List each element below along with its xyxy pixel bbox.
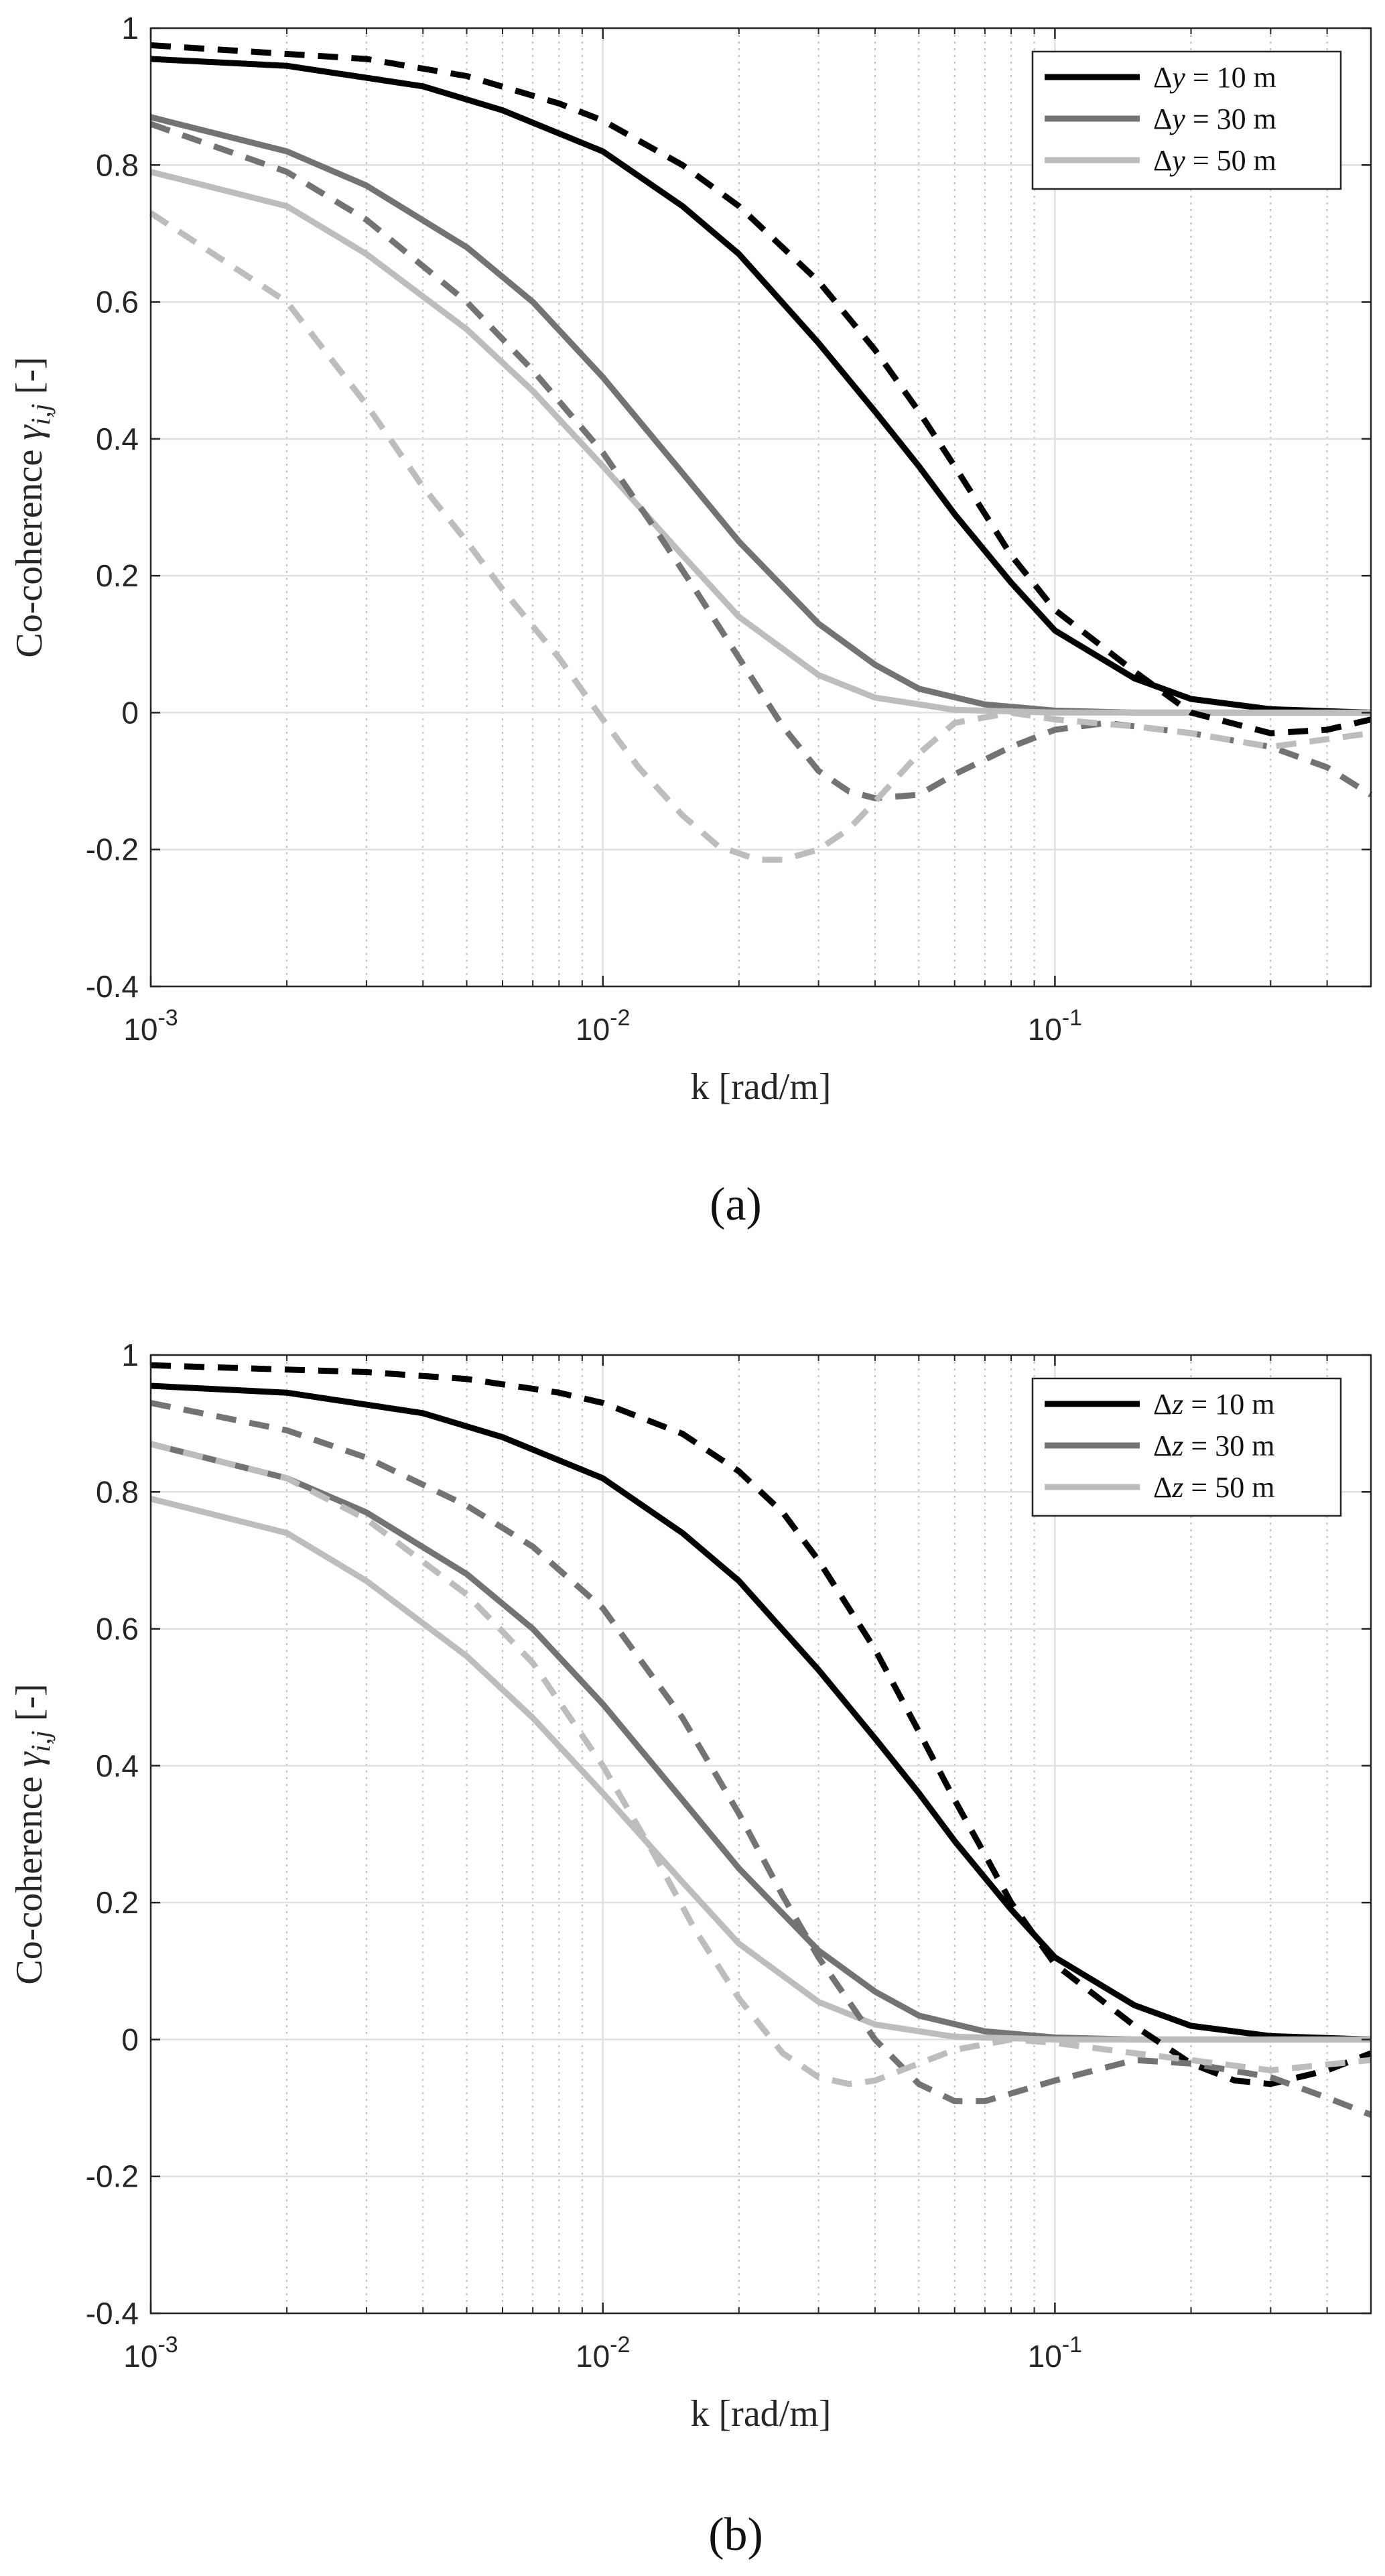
legend: Δz = 10 m Δz = 30 m Δz = 50 m xyxy=(1031,1377,1342,1517)
x-axis-label: k [rad/m] xyxy=(691,2393,832,2435)
legend-label: Δy = 10 m xyxy=(1153,61,1276,94)
y-tick-label: 1 xyxy=(121,1338,139,1372)
legend: Δy = 10 m Δy = 30 m Δy = 50 m xyxy=(1031,50,1342,190)
y-tick-label: -0.4 xyxy=(86,969,139,1004)
y-tick-label: 0.8 xyxy=(96,147,139,182)
y-tick-label: 0 xyxy=(121,695,139,730)
y-tick-label: -0.2 xyxy=(86,2159,139,2194)
series-line-solid-3 xyxy=(149,169,1371,716)
legend-label: Δz = 30 m xyxy=(1153,1429,1274,1462)
ticks: 1 0.8 0.6 0.4 0.2 0 -0.2 -0.410-3 10-2 10-1 xyxy=(86,1338,1372,2374)
legend-label: Δz = 10 m xyxy=(1153,1388,1274,1421)
axes-box xyxy=(149,27,1372,988)
ticks: 1 0.8 0.6 0.4 0.2 0 -0.2 -0.410-3 10-2 10-1 xyxy=(86,11,1372,1047)
y-axis-label: Co-coherence γi,j [-] xyxy=(9,357,56,657)
legend-label: Δz = 50 m xyxy=(1153,1471,1274,1504)
y-tick-label: 0.6 xyxy=(96,285,139,320)
y-tick-label: -0.2 xyxy=(86,832,139,867)
legend-label: Δy = 30 m xyxy=(1153,103,1276,135)
y-tick-label: 0.4 xyxy=(96,1748,139,1783)
chart-panel-a: 1 0.8 0.6 0.4 0.2 0 -0.2 -0.410-3 10-2 10-1 k [rad… xyxy=(9,11,1373,1230)
y-tick-label: 0.6 xyxy=(96,1612,139,1647)
series-line-solid-2 xyxy=(149,114,1371,716)
x-tick-label: 10-1 xyxy=(1028,2332,1082,2374)
series-line-dashed-3 xyxy=(149,1441,1372,2087)
x-tick-label: 10-3 xyxy=(123,2332,178,2374)
legend-label: Δy = 50 m xyxy=(1153,144,1276,177)
series-line-dashed-2 xyxy=(150,1400,1372,2118)
series-line-solid-2 xyxy=(149,1441,1371,2043)
axes-box xyxy=(149,1354,1372,2315)
x-tick-label: 10-3 xyxy=(123,1005,178,1047)
x-tick-label: 10-1 xyxy=(1028,1005,1082,1047)
y-tick-label: -0.4 xyxy=(86,2296,139,2331)
series-group xyxy=(149,1362,1372,2118)
series-line-solid-1 xyxy=(150,1382,1372,2043)
y-tick-label: 0.2 xyxy=(96,558,139,593)
y-axis-label: Co-coherence γi,j [-] xyxy=(9,1683,56,1984)
y-tick-label: 0.4 xyxy=(96,422,139,456)
chart-panel-b: 1 0.8 0.6 0.4 0.2 0 -0.2 -0.410-3 10-2 10-1 k [rad… xyxy=(9,1338,1372,2561)
series-line-dashed-1 xyxy=(150,42,1372,736)
y-tick-label: 0.8 xyxy=(96,1474,139,1509)
x-axis-label: k [rad/m] xyxy=(691,1066,832,1108)
y-tick-label: 0 xyxy=(121,2022,139,2057)
y-tick-label: 1 xyxy=(121,11,139,46)
panel-caption: (b) xyxy=(708,2509,763,2561)
x-tick-label: 10-2 xyxy=(576,1005,630,1047)
series-line-dashed-3 xyxy=(149,210,1372,863)
series-line-solid-3 xyxy=(149,1496,1371,2043)
y-tick-label: 0.2 xyxy=(96,1885,139,1920)
series-group xyxy=(149,42,1373,863)
panel-caption: (a) xyxy=(710,1179,762,1230)
series-line-solid-1 xyxy=(150,56,1372,716)
x-tick-label: 10-2 xyxy=(576,2332,630,2374)
